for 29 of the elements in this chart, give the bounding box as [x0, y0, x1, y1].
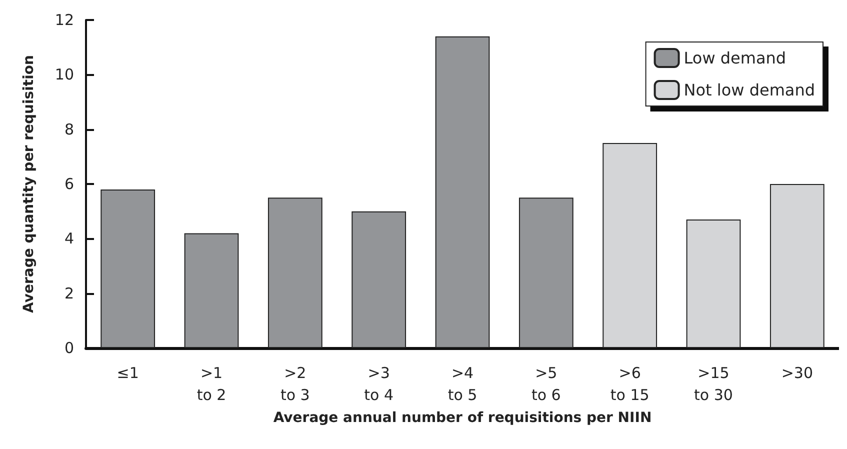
- x-tick-label: ≤1: [116, 364, 139, 382]
- y-tick-label: 4: [64, 230, 74, 248]
- legend-label: Low demand: [684, 48, 786, 68]
- y-axis-title: Average quantity per requisition: [21, 55, 37, 313]
- x-tick-label: >5 to 6: [531, 364, 561, 404]
- x-tick-label: >2 to 3: [280, 364, 310, 404]
- bar: [435, 36, 490, 348]
- legend-label: Not low demand: [684, 80, 816, 100]
- y-tick-label: 10: [54, 66, 74, 84]
- bar: [602, 143, 658, 348]
- x-tick-label: >1 to 2: [196, 364, 226, 404]
- x-axis-title: Average annual number of requisitions per NIIN: [273, 410, 652, 426]
- x-tick-label: >15 to 30: [694, 364, 733, 404]
- x-tick-label: >6 to 15: [610, 364, 650, 404]
- bar: [518, 198, 574, 348]
- bar: [686, 220, 741, 348]
- y-tick-label: 0: [64, 339, 74, 357]
- x-tick-label: >4 to 5: [448, 364, 478, 404]
- y-tick-label: 6: [64, 175, 74, 193]
- y-tick-label: 12: [54, 11, 74, 29]
- y-tick-label: 2: [64, 284, 74, 302]
- bar: [100, 189, 156, 348]
- bar: [184, 233, 239, 348]
- y-tick-label: 8: [64, 120, 74, 138]
- x-tick-label: >3 to 4: [364, 364, 394, 404]
- bar: [770, 184, 824, 348]
- x-tick-label: >30: [781, 364, 813, 382]
- bar: [352, 211, 406, 348]
- bar: [268, 198, 322, 348]
